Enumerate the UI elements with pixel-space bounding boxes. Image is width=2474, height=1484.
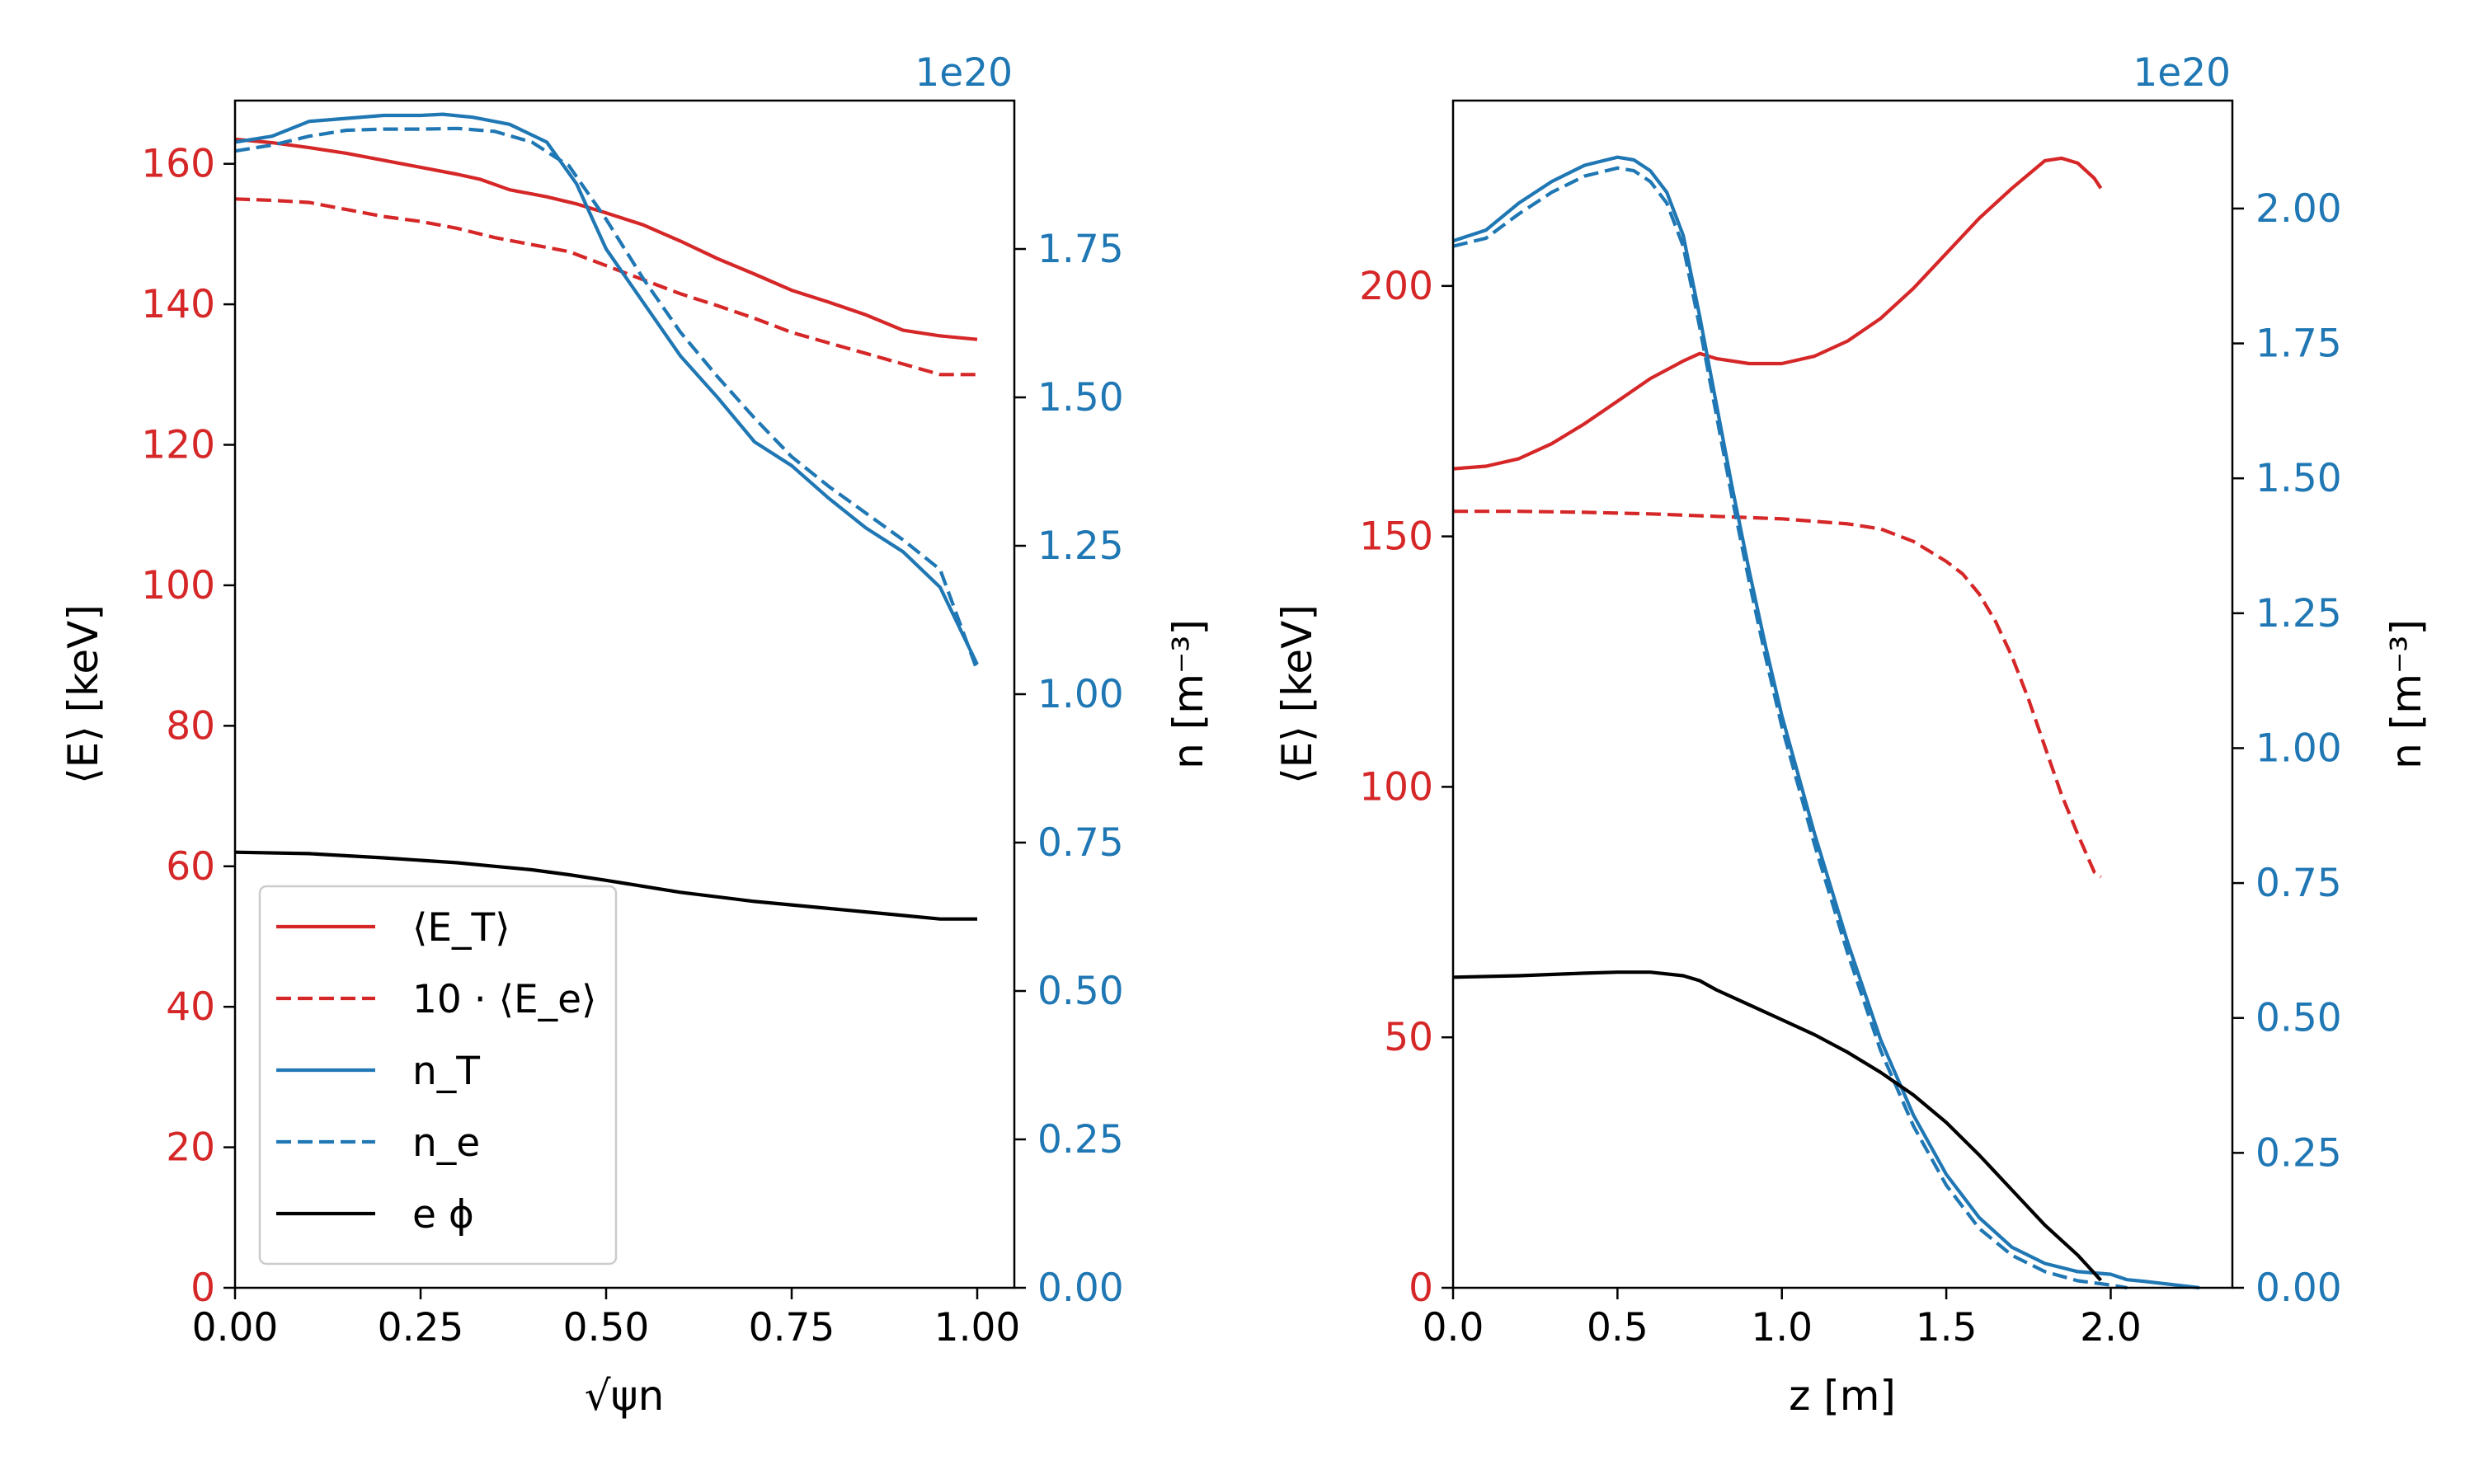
left-ytick-left-label: 120	[141, 423, 215, 468]
legend-label-n_e: n_e	[412, 1120, 480, 1166]
right-series-ephi	[1452, 970, 2103, 1282]
right-yticks-left: 0 50 100 150 200	[1359, 264, 1453, 1311]
legend-label-ephi: e ϕ	[412, 1192, 474, 1237]
right-ytick-right-label: 1.25	[2255, 591, 2342, 636]
left-ytick-left-label: 100	[141, 563, 215, 608]
right-ytick-right-label: 0.50	[2255, 996, 2342, 1041]
left-ylabel-right: n [m⁻³]	[1164, 619, 1212, 769]
right-ytick-left-label: 50	[1384, 1015, 1433, 1060]
left-ytick-right-label: 0.00	[1037, 1266, 1124, 1311]
left-series-layer	[234, 112, 979, 921]
right-ytick-right-label: 1.75	[2255, 322, 2342, 367]
right-ylabel-left: ⟨E⟩ [keV]	[1273, 604, 1321, 784]
right-ylabel-right: n [m⁻³]	[2382, 619, 2430, 769]
right-xtick-label: 2.0	[2080, 1305, 2142, 1350]
left-ylabel-left: ⟨E⟩ [keV]	[59, 604, 107, 784]
left-ytick-left-label: 80	[166, 703, 215, 749]
left-ytick-left-label: 0	[190, 1266, 215, 1311]
right-xticks: 0.0 0.5 1.0 1.5 2.0	[1423, 1288, 2142, 1350]
legend-label-E_T: ⟨E_T⟩	[412, 905, 510, 951]
right-series-E_T	[1452, 156, 2103, 471]
left-xtick-label: 0.75	[749, 1305, 835, 1350]
right-xtick-label: 1.0	[1751, 1305, 1813, 1350]
left-ytick-left-label: 160	[141, 142, 215, 187]
right-ytick-left-label: 0	[1409, 1266, 1433, 1311]
legend-frame	[258, 885, 618, 1266]
right-series-n_T	[1452, 155, 2200, 1290]
left-xticks: 0.00 0.25 0.50 0.75 1.00	[192, 1288, 1021, 1350]
left-panel: 0.00 0.25 0.50 0.75 1.00 0 20 40 60 80 100 120 140 1…	[59, 50, 1212, 1420]
right-xtick-label: 1.5	[1916, 1305, 1978, 1350]
left-xlabel: √ψn	[585, 1372, 665, 1420]
left-xtick-label: 0.00	[192, 1305, 279, 1350]
right-ytick-left-label: 150	[1359, 514, 1433, 560]
left-series-ephi	[234, 850, 977, 921]
right-ytick-left-label: 100	[1359, 764, 1433, 810]
legend-label-E_e: 10 · ⟨E_e⟩	[412, 977, 596, 1022]
left-ytick-right-label: 1.00	[1037, 672, 1124, 717]
left-xtick-label: 0.50	[563, 1305, 650, 1350]
right-xtick-label: 0.5	[1587, 1305, 1649, 1350]
right-series-layer	[1452, 155, 2200, 1290]
left-xtick-label: 1.00	[934, 1305, 1021, 1350]
right-series-n_e	[1452, 166, 2128, 1290]
left-legend: ⟨E_T⟩ 10 · ⟨E_e⟩ n_T n_ee ϕ	[258, 885, 618, 1266]
left-right-exponent: 1e20	[915, 50, 1013, 96]
right-series-E_e	[1453, 510, 2102, 879]
right-ytick-right-label: 0.00	[2255, 1266, 2342, 1311]
left-series-E_e	[234, 197, 977, 377]
right-yticks-right: 0.00 0.25 0.50 0.75 1.00 1.25 1.50 1.75 2.00	[2232, 186, 2342, 1311]
left-series-n_e	[234, 126, 979, 671]
left-series-n_T	[234, 112, 979, 665]
right-ytick-right-label: 0.25	[2255, 1130, 2342, 1176]
left-ytick-left-label: 20	[166, 1125, 215, 1171]
left-ytick-right-label: 0.75	[1037, 820, 1124, 866]
left-ytick-right-label: 1.25	[1037, 524, 1124, 569]
left-ytick-right-label: 1.50	[1037, 375, 1124, 420]
left-xtick-label: 0.25	[378, 1305, 464, 1350]
right-ytick-right-label: 2.00	[2255, 186, 2342, 232]
right-ytick-right-label: 1.00	[2255, 726, 2342, 771]
right-plot-frame	[1451, 99, 2234, 1289]
right-xtick-label: 0.0	[1423, 1305, 1484, 1350]
left-ytick-right-label: 1.75	[1037, 227, 1124, 272]
left-ytick-left-label: 60	[166, 844, 215, 890]
legend-label-n_T: n_T	[412, 1049, 480, 1094]
right-ytick-right-label: 0.75	[2255, 861, 2342, 906]
left-series-E_T	[234, 137, 978, 341]
left-ytick-right-label: 0.25	[1037, 1117, 1124, 1162]
left-yticks-right: 0.00 0.25 0.50 0.75 1.00 1.25 1.50 1.75	[1014, 227, 1124, 1311]
left-ytick-right-label: 0.50	[1037, 969, 1124, 1014]
left-ytick-left-label: 40	[166, 984, 215, 1030]
right-ytick-left-label: 200	[1359, 264, 1433, 309]
right-ytick-right-label: 1.50	[2255, 456, 2342, 501]
left-yticks-left: 0 20 40 60 80 100 120 140 160	[141, 142, 235, 1311]
right-panel: 0.0 0.5 1.0 1.5 2.0 0 50 100 150 200 0.00 0.25 0.5…	[1273, 50, 2430, 1420]
left-ytick-left-label: 140	[141, 282, 215, 327]
right-right-exponent: 1e20	[2133, 50, 2231, 96]
right-xlabel: z [m]	[1789, 1372, 1896, 1420]
